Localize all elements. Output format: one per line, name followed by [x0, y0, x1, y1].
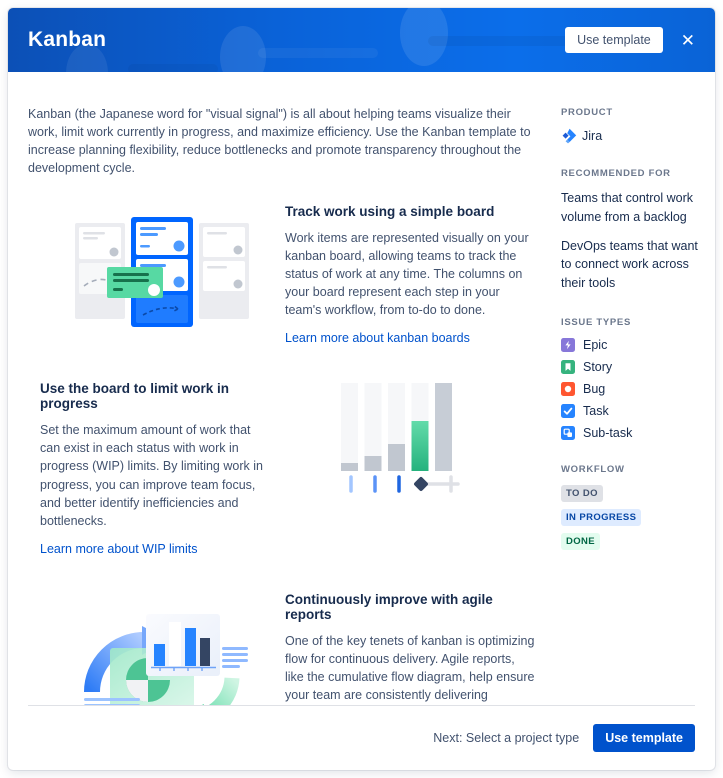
kanban-template-modal: Kanban Use template ✕ Kanban (the Japane… [8, 8, 715, 770]
status-badge-done: DONE [561, 532, 601, 550]
next-step-text: Next: Select a project type [433, 731, 580, 745]
header-decoration [220, 26, 266, 72]
issue-type-epic: Epic [561, 337, 701, 352]
issue-type-label: Epic [583, 337, 608, 352]
learn-more-wip-limits-link[interactable]: Learn more about WIP limits [40, 541, 198, 556]
modal-footer: Next: Select a project type Use template [28, 705, 695, 770]
recommended-for-label: RECOMMENDED FOR [561, 168, 671, 179]
wip-limits-illustration [268, 381, 535, 558]
issue-type-label: Task [583, 403, 609, 418]
jira-logo-icon [562, 128, 577, 144]
modal-content: Kanban (the Japanese word for "visual si… [8, 72, 715, 705]
section-text: Continuously improve with agile reports … [285, 592, 535, 705]
section-text: Track work using a simple board Work ite… [285, 204, 535, 348]
issue-type-label: Story [583, 359, 613, 374]
subtask-icon [561, 425, 575, 440]
issue-type-label: Bug [583, 381, 606, 396]
status-badge-inprogress: IN PROGRESS [561, 508, 642, 526]
workflow-statuses: TO DO IN PROGRESS DONE [561, 484, 701, 557]
product-row: Jira [561, 128, 701, 144]
recommended-item: DevOps teams that want to connect work a… [561, 238, 698, 291]
section-agile-reports: Continuously improve with agile reports … [28, 592, 535, 705]
use-template-button-header[interactable]: Use template [565, 27, 663, 53]
header-decoration [400, 8, 448, 66]
header-decoration [128, 64, 218, 72]
issue-type-task: Task [561, 403, 701, 418]
header-decoration [258, 48, 378, 58]
kanban-board-illustration [28, 204, 285, 348]
wip-limits-illustration-svg [340, 383, 460, 493]
learn-more-kanban-boards-link[interactable]: Learn more about kanban boards [285, 331, 470, 346]
product-label: PRODUCT [561, 107, 613, 118]
header-actions: Use template ✕ [565, 27, 697, 53]
issue-type-subtask: Sub-task [561, 425, 701, 440]
modal-header: Kanban Use template ✕ [8, 8, 715, 72]
issue-type-story: Story [561, 359, 701, 374]
section-track-work: Track work using a simple board Work ite… [28, 204, 535, 348]
bug-icon [561, 381, 575, 396]
intro-paragraph: Kanban (the Japanese word for "visual si… [28, 107, 531, 176]
workflow-label: WORKFLOW [561, 463, 625, 475]
use-template-button-footer[interactable]: Use template [593, 724, 695, 752]
agile-reports-illustration [28, 592, 285, 705]
section-wip-limits: Use the board to limit work in progress … [28, 381, 535, 558]
product-name: Jira [582, 129, 603, 143]
header-decoration [428, 36, 578, 46]
task-icon [561, 403, 575, 418]
page-title: Kanban [28, 28, 107, 51]
section-heading: Continuously improve with agile reports [285, 591, 493, 622]
epic-icon [561, 337, 575, 352]
section-body: Work items are represented visually on y… [285, 230, 529, 318]
section-heading: Use the board to limit work in progress [40, 381, 230, 412]
recommended-item: Teams that control work volume from a ba… [561, 191, 693, 224]
status-badge-todo: TO DO [561, 484, 603, 502]
details-sidebar: PRODUCT Jira RECOMMENDED FOR Teams that … [561, 105, 701, 705]
story-icon [561, 359, 575, 374]
agile-reports-illustration-svg [84, 613, 248, 705]
issue-type-bug: Bug [561, 381, 701, 396]
issue-types-label: ISSUE TYPES [561, 316, 631, 328]
issue-type-label: Sub-task [583, 425, 633, 440]
section-body: One of the key tenets of kanban is optim… [285, 633, 535, 703]
close-icon[interactable]: ✕ [680, 30, 695, 50]
section-body: Set the maximum amount of work that can … [40, 423, 263, 528]
kanban-board-illustration-svg [75, 216, 249, 327]
section-text: Use the board to limit work in progress … [28, 381, 268, 558]
section-heading: Track work using a simple board [285, 203, 495, 219]
main-column: Kanban (the Japanese word for "visual si… [28, 105, 535, 705]
